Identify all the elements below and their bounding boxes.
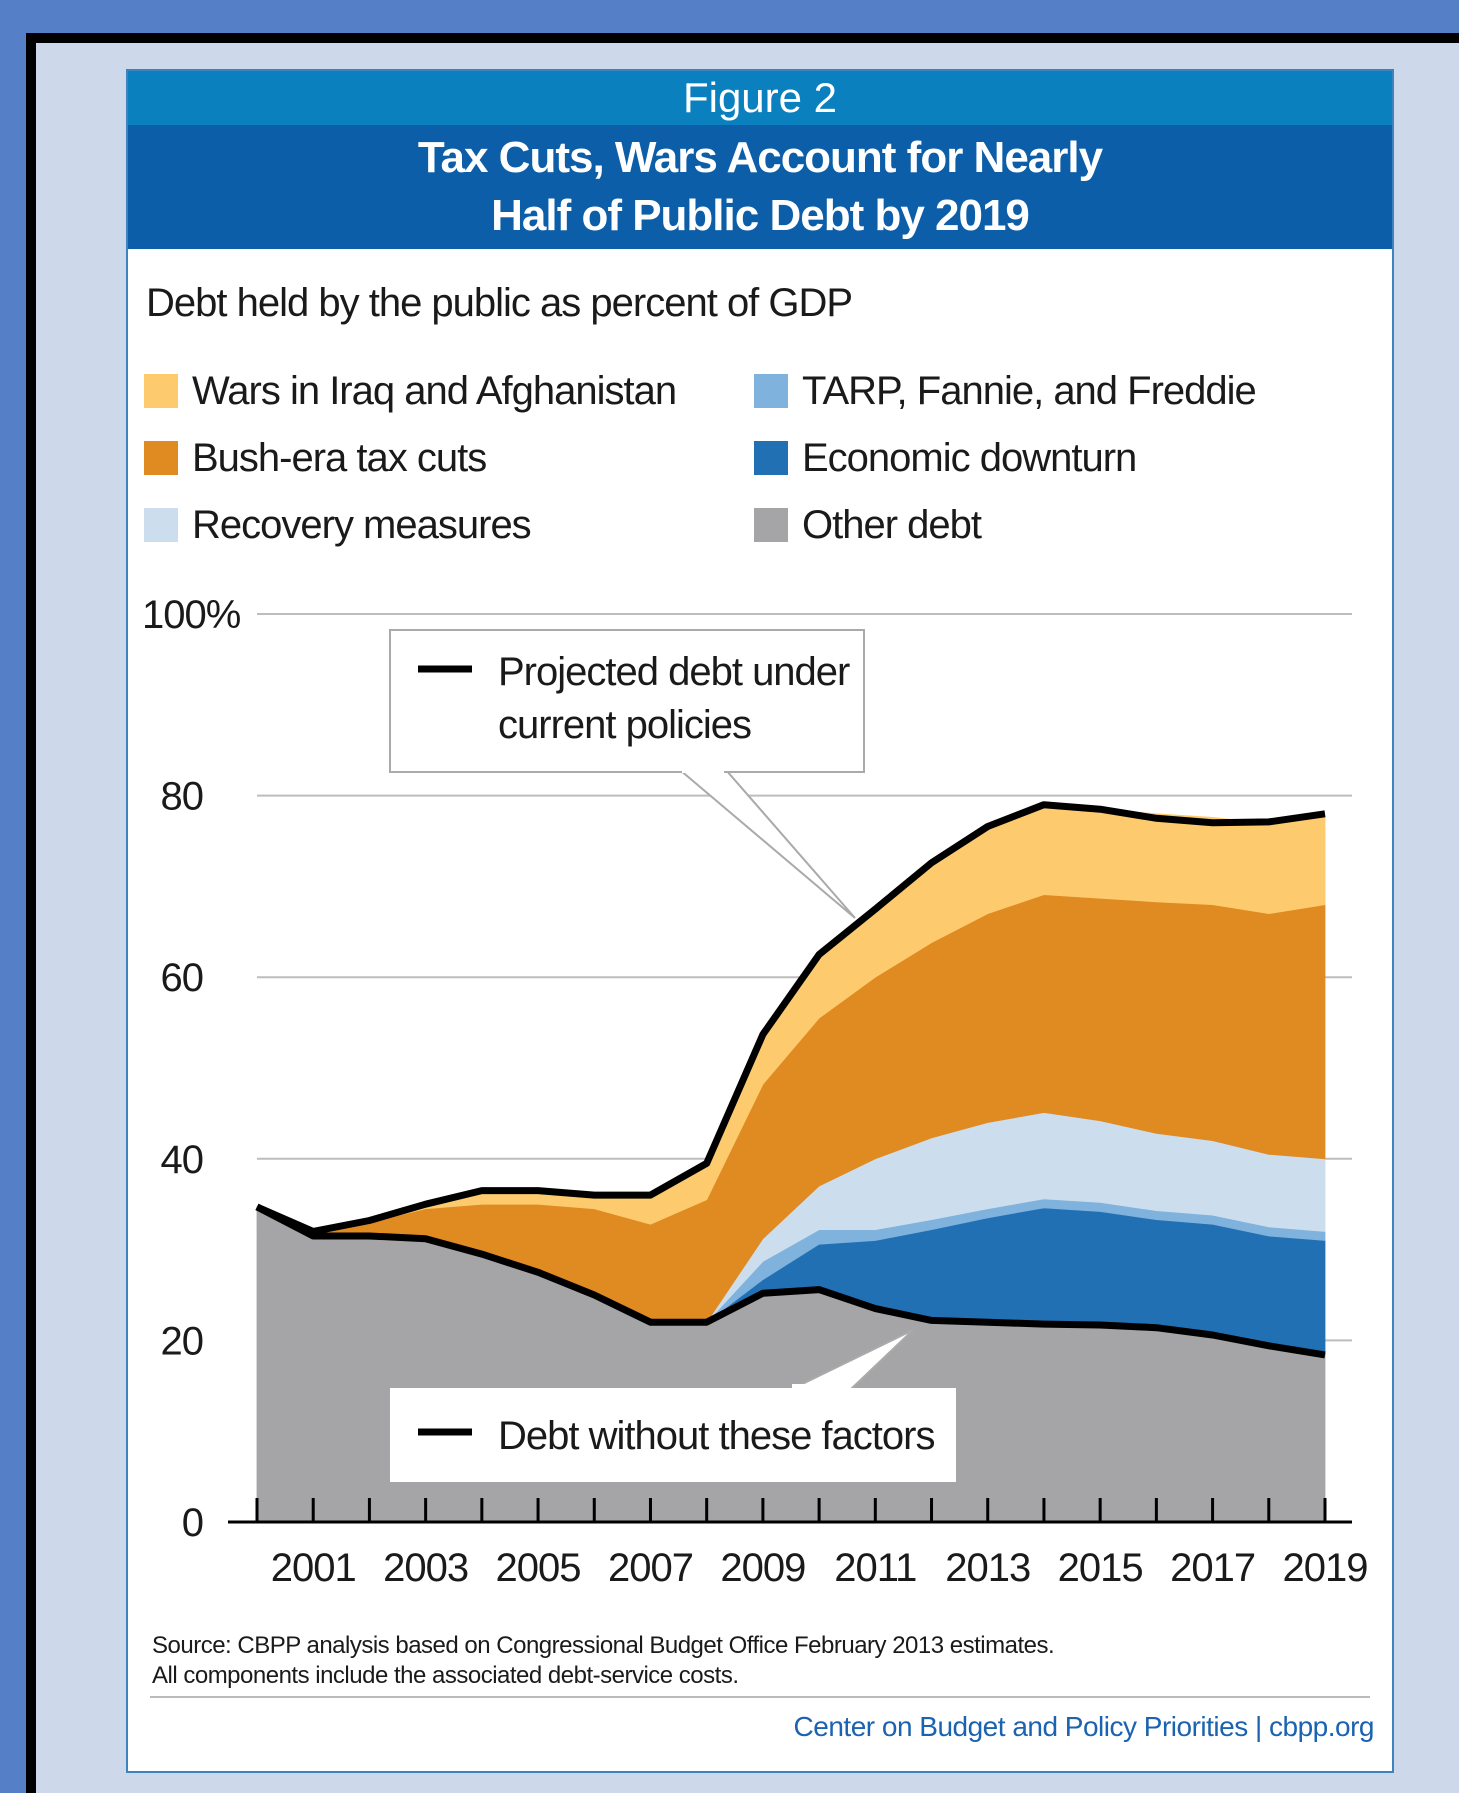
x-tick-label-2005: 2005 xyxy=(496,1546,581,1590)
x-tick-label-2019: 2019 xyxy=(1283,1546,1368,1590)
legend-label-wars: Wars in Iraq and Afghanistan xyxy=(192,368,677,413)
x-tick-label-2011: 2011 xyxy=(834,1546,916,1590)
projected-callout-pointer xyxy=(677,769,856,919)
line-debt-without-these-factors xyxy=(255,1203,1326,1359)
x-tick-label-2003: 2003 xyxy=(383,1546,468,1590)
line-layer xyxy=(255,801,1326,1359)
legend-swatch-wars xyxy=(144,374,178,408)
y-tick-label-100: 100% xyxy=(142,593,241,637)
legend-swatch-tarp xyxy=(754,374,788,408)
legend-swatch-recovery xyxy=(144,508,178,542)
without-callout-cover xyxy=(792,1384,848,1390)
x-tick-label-2007: 2007 xyxy=(608,1546,693,1590)
y-tick-label-20: 20 xyxy=(161,1319,204,1363)
y-tick-label-80: 80 xyxy=(161,775,204,819)
legend-label-tax-cuts: Bush-era tax cuts xyxy=(192,435,487,480)
legend-label-tarp: TARP, Fannie, and Freddie xyxy=(802,368,1257,413)
source-line-1: Source: CBPP analysis based on Congressi… xyxy=(152,1632,1055,1659)
chart-subtitle: Debt held by the public as percent of GD… xyxy=(146,281,853,325)
x-tick-label-2013: 2013 xyxy=(945,1546,1030,1590)
source-line-2: All components include the associated de… xyxy=(152,1662,739,1689)
y-tick-label-40: 40 xyxy=(161,1138,204,1182)
legend-swatch-tax-cuts xyxy=(144,441,178,475)
x-tick-label-2017: 2017 xyxy=(1170,1546,1255,1590)
title-line-2: Half of Public Debt by 2019 xyxy=(491,191,1030,240)
x-tick-label-2001: 2001 xyxy=(271,1546,356,1590)
title-line-1: Tax Cuts, Wars Account for Nearly xyxy=(417,133,1103,182)
y-tick-label-60: 60 xyxy=(161,956,204,1000)
figure-label: Figure 2 xyxy=(128,71,1392,125)
projected-callout-line-2: current policies xyxy=(498,703,751,747)
legend-label-other: Other debt xyxy=(802,502,982,547)
legend-item-recovery: Recovery measures xyxy=(144,500,532,550)
line-projected-debt-under-current-policies xyxy=(255,801,1326,1235)
figure-title: Tax Cuts, Wars Account for Nearly Half o… xyxy=(128,125,1392,249)
projected-callout-cover xyxy=(682,768,724,773)
legend-item-tax-cuts: Bush-era tax cuts xyxy=(144,433,487,483)
credit-line: Center on Budget and Policy Priorities |… xyxy=(793,1711,1375,1742)
legend-label-downturn: Economic downturn xyxy=(802,435,1137,480)
legend-swatch-other xyxy=(754,508,788,542)
legend-item-downturn: Economic downturn xyxy=(754,433,1137,483)
without-callout-label: Debt without these factors xyxy=(498,1414,934,1458)
legend-label-recovery: Recovery measures xyxy=(192,502,532,547)
projected-callout-box xyxy=(389,629,865,773)
legend-item-wars: Wars in Iraq and Afghanistan xyxy=(144,366,677,416)
legend-swatch-downturn xyxy=(754,441,788,475)
area-layer xyxy=(256,804,1326,1523)
y-tick-label-0: 0 xyxy=(182,1501,203,1545)
x-tick-label-2015: 2015 xyxy=(1058,1546,1143,1590)
callout-layer: Projected debt under current policies De… xyxy=(389,629,956,1482)
source-note: Source: CBPP analysis based on Congressi… xyxy=(152,1631,1055,1691)
projected-callout-line-1: Projected debt under xyxy=(498,650,850,694)
footer-divider xyxy=(150,1696,1370,1698)
without-callout-box xyxy=(390,1388,956,1482)
x-tick-label-2009: 2009 xyxy=(720,1546,805,1590)
legend-item-other: Other debt xyxy=(754,500,982,550)
axis-layer: 2001 2003 2005 2007 2009 2011 2013 2015 2017 2019… xyxy=(142,593,1368,1590)
legend-item-tarp: TARP, Fannie, and Freddie xyxy=(754,366,1257,416)
